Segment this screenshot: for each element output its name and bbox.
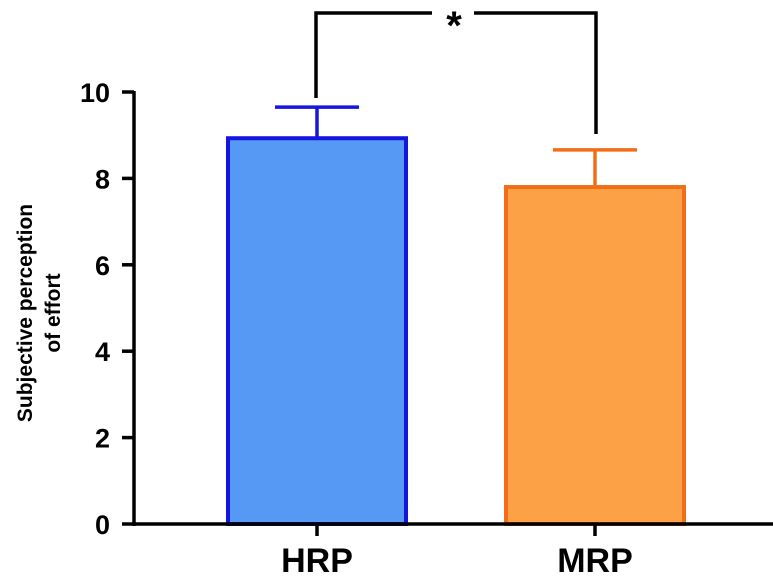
y-tick-label: 10: [80, 78, 110, 108]
y-tick-label: 4: [95, 337, 110, 367]
bracket-right: [474, 11, 598, 134]
axes: [132, 91, 773, 526]
bar-hrp: [226, 136, 408, 526]
y-tick-label: 0: [95, 510, 110, 540]
x-category-label: MRP: [557, 542, 633, 580]
y-axis-title: Subjective perception of effort: [14, 204, 65, 422]
significance-bracket: *: [314, 4, 598, 134]
x-ticks: HRP MRP: [281, 524, 633, 580]
y-tick-label: 2: [95, 424, 110, 454]
bar-mrp: [504, 185, 686, 526]
y-tick-label: 6: [95, 251, 110, 281]
y-axis-title-line-2: of effort: [42, 273, 65, 352]
bars: [226, 105, 686, 526]
significance-star: *: [446, 4, 462, 48]
bracket-left: [314, 11, 432, 98]
y-tick-label: 8: [95, 164, 110, 194]
x-category-label: HRP: [281, 542, 353, 580]
y-ticks: 0 2 4 6 8 10: [80, 78, 134, 540]
y-axis-title-line-1: Subjective perception: [14, 204, 37, 422]
